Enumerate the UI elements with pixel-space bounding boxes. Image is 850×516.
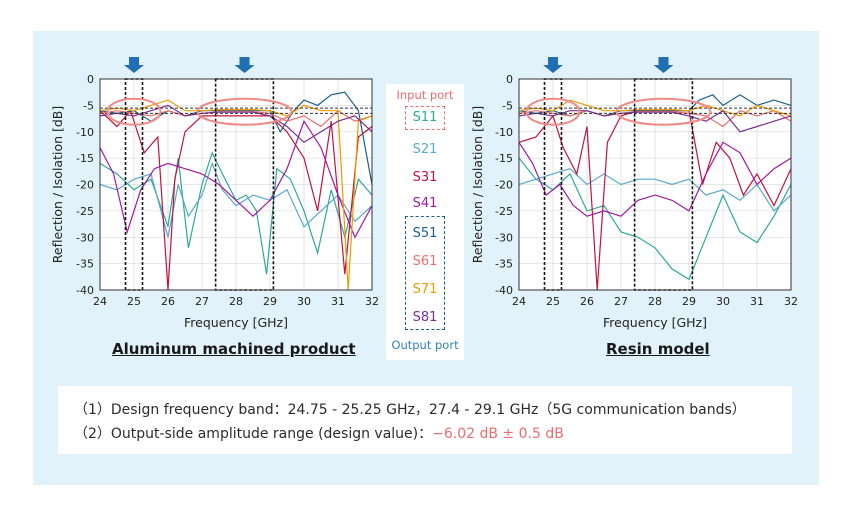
series-s21 [518, 168, 792, 212]
legend-item-s41: S41 [412, 196, 438, 211]
y-tick-label: 0 [506, 73, 513, 86]
x-tick-label: 31 [750, 295, 764, 308]
x-tick-label: 27 [195, 295, 209, 308]
x-tick-label: 27 [614, 295, 628, 308]
x-tick-label: 32 [365, 295, 379, 308]
y-tick-label: -5 [502, 99, 513, 112]
x-tick-label: 31 [331, 295, 345, 308]
x-tick-label: 28 [648, 295, 662, 308]
y-tick-label: -10 [76, 126, 94, 139]
y-tick-label: -20 [495, 179, 513, 192]
plot-frame [518, 78, 792, 291]
y-tick-label: -40 [495, 284, 513, 297]
y-tick-label: -35 [76, 258, 94, 271]
notes-box: （1）Design frequency band：24.75 - 25.25 G… [58, 386, 792, 454]
legend-item-s21: S21 [412, 142, 438, 157]
legend: Input port S11 S21 S31 S41 S51 S61 S71 S… [386, 84, 464, 360]
series-s41 [518, 141, 792, 217]
legend-item-s51: S51 [412, 226, 438, 241]
plot-frame [99, 78, 373, 291]
x-tick-label: 25 [546, 295, 560, 308]
chart-title-resin: Resin model [606, 340, 710, 358]
y-tick-label: -15 [76, 152, 94, 165]
y-tick-label: -30 [76, 231, 94, 244]
x-tick-label: 24 [93, 295, 107, 308]
note-amplitude-label: （2）Output-side amplitude range (design v… [74, 426, 433, 442]
y-tick-label: -5 [83, 99, 94, 112]
series-s31 [99, 109, 373, 291]
x-tick-label: 28 [229, 295, 243, 308]
y-tick-label: -30 [495, 231, 513, 244]
x-tick-label: 24 [512, 295, 526, 308]
y-tick-label: -25 [495, 205, 513, 218]
x-tick-label: 30 [297, 295, 311, 308]
down-arrow-icon [234, 57, 255, 73]
series-s11 [518, 157, 792, 281]
chart-aluminum: 24 25 26 27 28 29 30 31 32 0 -5 -10 -15 -20 -25 -30 -35 -… [50, 57, 379, 330]
y-axis-label: Reflection / Isolation [dB] [470, 106, 485, 264]
series-s81 [518, 109, 792, 133]
down-arrow-icon [543, 57, 563, 73]
legend-input-ring [405, 106, 445, 130]
x-tick-label: 25 [127, 295, 141, 308]
legend-item-s31: S31 [412, 170, 438, 185]
y-tick-label: -35 [495, 258, 513, 271]
series-s71 [518, 99, 792, 117]
series-s11 [99, 151, 373, 275]
legend-item-s11: S11 [412, 110, 438, 125]
note-amplitude: （2）Output-side amplitude range (design v… [74, 423, 564, 443]
legend-input-port-label: Input port [396, 88, 454, 102]
legend-item-s81: S81 [412, 310, 438, 325]
y-tick-label: -20 [76, 179, 94, 192]
y-tick-label: -40 [76, 284, 94, 297]
y-tick-label: -10 [495, 126, 513, 139]
y-tick-label: 0 [87, 73, 94, 86]
y-tick-label: -25 [76, 205, 94, 218]
down-arrow-icon [653, 57, 674, 73]
chart-title-aluminum: Aluminum machined product [112, 340, 356, 358]
y-tick-label: -15 [495, 152, 513, 165]
x-tick-label: 30 [716, 295, 730, 308]
legend-item-s71: S71 [412, 282, 438, 297]
x-tick-label: 29 [263, 295, 277, 308]
note-amplitude-value: −6.02 dB ± 0.5 dB [432, 426, 564, 442]
series-s81 [99, 104, 373, 144]
note-design-band: （1）Design frequency band：24.75 - 25.25 G… [74, 402, 746, 418]
band-highlight-1 [196, 97, 293, 126]
band-highlight-0 [106, 97, 162, 126]
band-highlight-0 [525, 97, 581, 126]
x-axis-label: Frequency [GHz] [184, 315, 288, 330]
y-axis-label: Reflection / Isolation [dB] [50, 106, 65, 264]
series-s71 [99, 99, 373, 291]
chart-resin: 24 25 26 27 28 29 30 31 32 0 -5 -10 -15 -20 -25 -30 -35 -… [470, 57, 798, 330]
band-highlight-1 [615, 97, 712, 126]
legend-output-ring [405, 216, 445, 330]
x-tick-label: 26 [161, 295, 175, 308]
x-tick-label: 32 [784, 295, 798, 308]
down-arrow-icon [124, 57, 144, 73]
legend-item-s61: S61 [412, 254, 438, 269]
x-tick-label: 29 [682, 295, 696, 308]
x-axis-label: Frequency [GHz] [603, 315, 707, 330]
x-tick-label: 26 [580, 295, 594, 308]
series-s41 [99, 119, 373, 239]
legend-output-port-label: Output port [391, 338, 459, 352]
